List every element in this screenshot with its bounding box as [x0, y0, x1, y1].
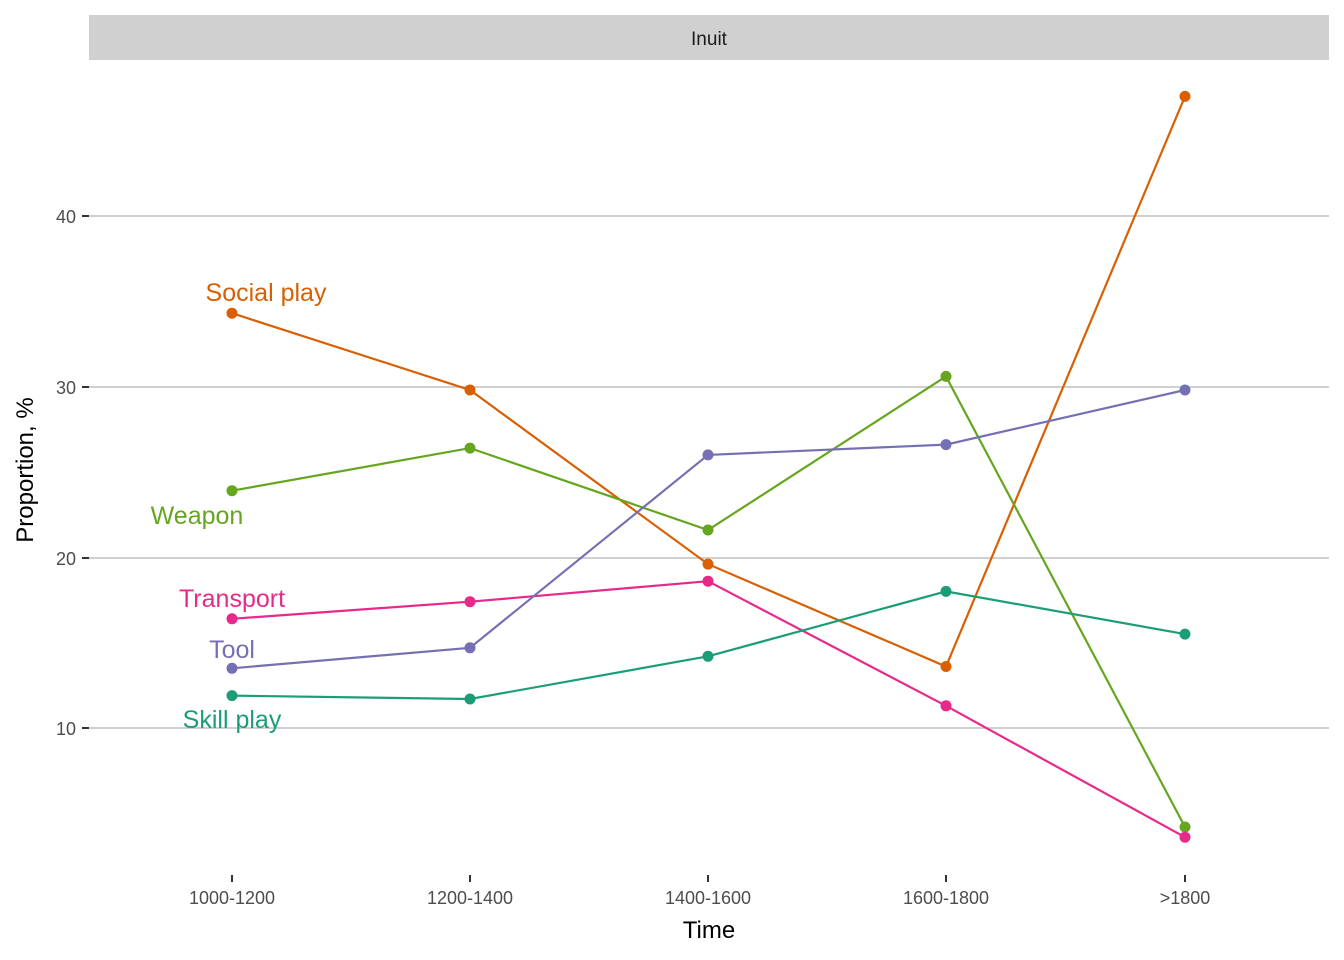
x-tick-label-gt1800: >1800: [1160, 888, 1211, 908]
data-point: [940, 370, 952, 382]
data-point: [1179, 831, 1191, 843]
series-layer: [226, 90, 1191, 843]
y-axis: [82, 215, 89, 729]
series-transport: [226, 575, 1191, 843]
series-label-skill-play: Skill play: [183, 706, 282, 734]
data-point: [464, 693, 476, 705]
data-point: [1179, 90, 1191, 102]
data-point: [1179, 821, 1191, 833]
facet-strip: [89, 15, 1329, 60]
data-point: [702, 449, 714, 461]
data-point: [702, 524, 714, 536]
x-tick-label-1600-1800: 1600-1800: [903, 888, 989, 908]
series-label-transport: Transport: [179, 585, 285, 613]
x-tick-label-1400-1600: 1400-1600: [665, 888, 751, 908]
series-label-tool: Tool: [209, 636, 255, 664]
series-skill-play: [226, 585, 1191, 705]
data-point: [940, 585, 952, 597]
y-axis-title: Proportion, %: [12, 397, 39, 542]
x-axis: [231, 875, 1186, 882]
data-point: [226, 307, 238, 319]
series-label-social-play: Social play: [206, 279, 327, 307]
series-tool: [226, 384, 1191, 674]
y-tick-label-30: 30: [56, 378, 76, 398]
y-tick-label-10: 10: [56, 719, 76, 739]
data-point: [702, 575, 714, 587]
data-point: [702, 650, 714, 662]
data-point: [464, 442, 476, 454]
gridlines: [89, 215, 1329, 729]
data-point: [702, 558, 714, 570]
series-social-play: [226, 90, 1191, 672]
line-transport: [231, 580, 1186, 839]
x-tick-label-1200-1400: 1200-1400: [427, 888, 513, 908]
facet-strip-label: Inuit: [691, 29, 728, 50]
data-point: [1179, 628, 1191, 640]
series-label-weapon: Weapon: [151, 502, 244, 530]
data-point: [940, 439, 952, 451]
y-tick-label-20: 20: [56, 549, 76, 569]
data-point: [226, 485, 238, 497]
data-point: [940, 700, 952, 712]
data-point: [226, 662, 238, 674]
series-weapon: [226, 370, 1191, 833]
data-point: [226, 613, 238, 625]
data-point: [464, 384, 476, 396]
x-tick-label-1000-1200: 1000-1200: [189, 888, 275, 908]
data-point: [464, 596, 476, 608]
data-point: [1179, 384, 1191, 396]
data-point: [464, 642, 476, 654]
data-point: [226, 690, 238, 702]
y-tick-label-40: 40: [56, 207, 76, 227]
x-axis-title: Time: [683, 917, 735, 944]
data-point: [940, 661, 952, 672]
